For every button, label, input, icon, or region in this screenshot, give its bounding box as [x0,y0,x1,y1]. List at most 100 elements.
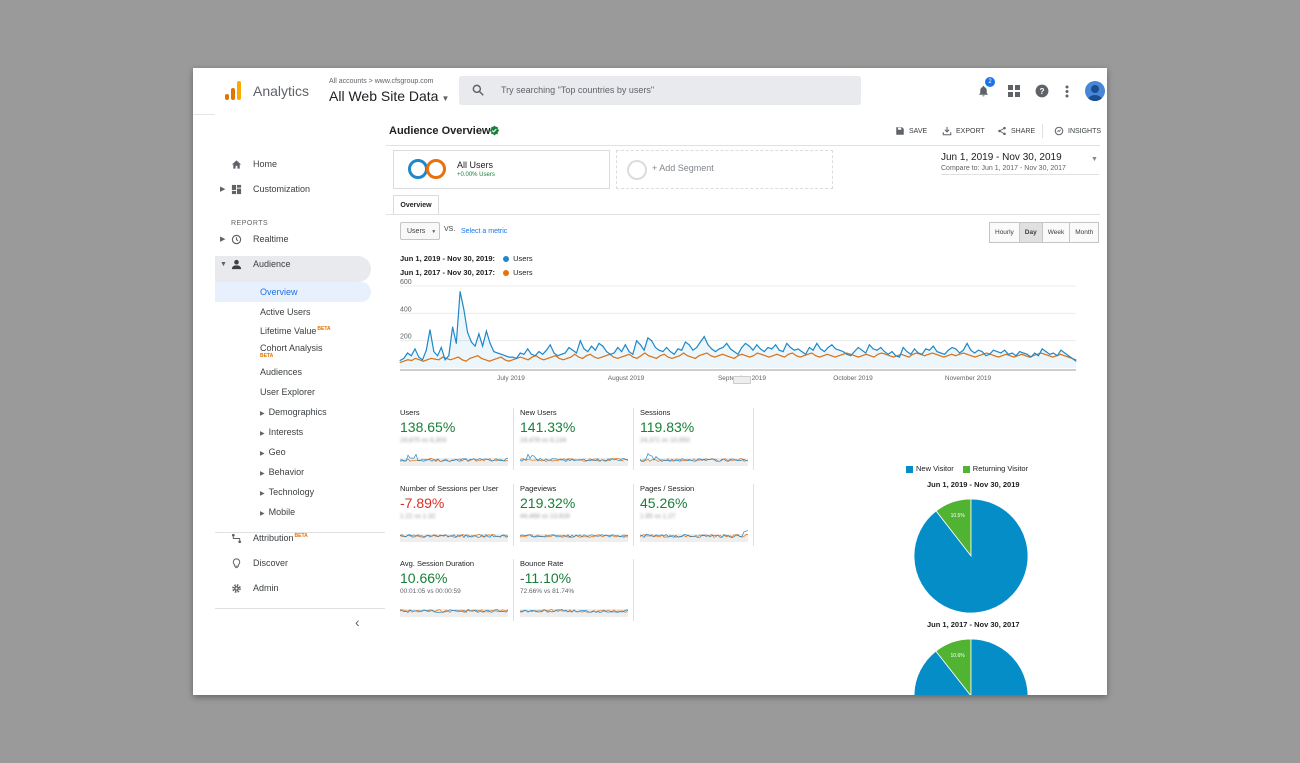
metric-select[interactable]: Users ▼ [400,222,440,240]
metric-card[interactable]: Pages / Session 45.26% 1.85 vs 1.27 [640,484,754,552]
metric-card[interactable]: Number of Sessions per User -7.89% 1.21 vs… [400,484,514,552]
help-icon[interactable]: ? [1032,81,1052,101]
more-vert-icon[interactable] [1057,81,1077,101]
metric-card[interactable]: Bounce Rate -11.10% 72.66% vs 81.74% [520,559,634,627]
data-point [797,348,799,350]
data-point [481,357,483,359]
search-bar[interactable]: Try searching "Top countries by users" [459,76,861,105]
data-point [470,341,472,343]
verified-check-icon [489,125,500,136]
day-button[interactable]: Day [1018,222,1043,243]
sidebar-sub-geo[interactable]: ▶ Geo [260,447,286,457]
data-point [574,353,576,355]
data-point [407,352,408,354]
date-range-picker[interactable]: Jun 1, 2019 - Nov 30, 2019 [941,152,1062,163]
data-point [936,351,938,353]
data-point [707,344,709,346]
sidebar-sub-interests[interactable]: ▶ Interests [260,427,303,437]
segment-percent: +0.00% Users [457,172,495,178]
data-point [914,348,915,350]
sidebar-sub-overview[interactable]: Overview [260,287,298,297]
data-point [910,353,912,355]
legend-dot-orange [503,270,510,277]
x-tick-label: October 2019 [833,375,873,382]
data-point [1025,355,1026,357]
sidebar-sub-lifetime-value[interactable]: Lifetime ValueBETA [260,326,331,336]
sparkline-background [640,458,748,466]
notifications-bell-icon[interactable]: 2 [973,77,995,101]
clock-icon [231,234,242,244]
data-point [729,356,731,358]
data-point [803,355,805,357]
data-point [690,356,692,358]
select-metric-link[interactable]: Select a metric [461,228,508,235]
tab-overview[interactable]: Overview [393,195,439,215]
data-point [1071,357,1073,359]
analytics-logo-icon[interactable] [225,80,241,100]
export-icon [942,126,952,136]
add-segment-button[interactable]: + Add Segment [616,150,833,189]
account-breadcrumb[interactable]: All accounts > www.cfsgroup.com [329,78,434,85]
data-point [899,356,900,358]
chart-resize-handle[interactable] [733,376,751,384]
week-button[interactable]: Week [1041,222,1071,243]
apps-grid-icon[interactable] [1004,81,1024,101]
sparkline-series [520,453,628,462]
data-point [853,351,855,353]
header-divider [386,145,1100,146]
share-button[interactable]: SHARE [997,126,1035,136]
data-point [981,351,983,353]
metric-card[interactable]: Users 138.65% 19,875 vs 8,303 [400,408,514,476]
data-point [842,353,844,355]
pie-slice[interactable] [913,638,1029,695]
data-point [546,349,547,351]
data-point [978,355,980,357]
month-button[interactable]: Month [1069,222,1100,243]
metric-value: 138.65% [400,419,456,435]
data-point [519,352,521,354]
sparkline-series [400,534,508,538]
sidebar-sub-geo-label: Geo [268,447,286,457]
save-button[interactable]: SAVE [895,126,927,136]
data-point [655,357,657,359]
date-caret-down-icon[interactable]: ▼ [1091,156,1098,163]
data-point [1015,355,1017,357]
metric-card[interactable]: Pageviews 219.32% 44,468 vs 13,926 [520,484,634,552]
sidebar-sub-cohort-analysis[interactable]: Cohort Analysis BETA [260,343,323,363]
data-point [760,348,761,350]
segment-all-users[interactable]: All Users +0.00% Users [393,150,610,189]
metric-card[interactable]: New Users 141.33% 19,478 vs 8,134 [520,408,634,476]
metric-comparison: 19,478 vs 8,134 [520,437,567,444]
data-point [448,355,450,357]
user-avatar[interactable] [1085,81,1105,101]
x-tick-label: November 2019 [945,375,992,382]
sidebar-sub-active-users[interactable]: Active Users [260,307,311,317]
metric-label: Number of Sessions per User [400,484,499,493]
data-point [865,352,867,354]
app-title[interactable]: Analytics [253,83,310,99]
sidebar-sub-user-explorer[interactable]: User Explorer [260,387,316,397]
data-point [485,330,487,332]
data-point [613,352,615,354]
metric-comparison: 1.85 vs 1.27 [640,513,676,520]
sidebar-sub-behavior[interactable]: ▶ Behavior [260,467,304,477]
hourly-button[interactable]: Hourly [989,222,1020,243]
data-point [927,353,929,355]
sidebar-sub-audiences[interactable]: Audiences [260,367,303,377]
export-button[interactable]: EXPORT [942,126,985,136]
property-selector[interactable]: All Web Site Data ▼ [329,88,449,104]
data-point [873,356,875,358]
insights-button[interactable]: INSIGHTS [1054,126,1101,136]
metric-card[interactable]: Sessions 119.83% 24,371 vs 10,950 [640,408,754,476]
compare-range[interactable]: Compare to: Jun 1, 2017 - Nov 30, 2017 [941,165,1066,172]
collapse-sidebar-chevron-icon[interactable]: ‹ [355,614,360,630]
home-icon [231,159,242,169]
data-point [805,353,807,355]
sidebar-sub-mobile[interactable]: ▶ Mobile [260,507,295,517]
metric-card[interactable]: Avg. Session Duration 10.66% 00:01:05 vs 0… [400,559,514,627]
sidebar-sub-demographics[interactable]: ▶ Demographics [260,407,327,417]
pie-slice[interactable] [913,498,1029,614]
sidebar-sub-technology[interactable]: ▶ Technology [260,487,314,497]
sparkline-series [520,609,628,613]
data-point [632,353,634,355]
